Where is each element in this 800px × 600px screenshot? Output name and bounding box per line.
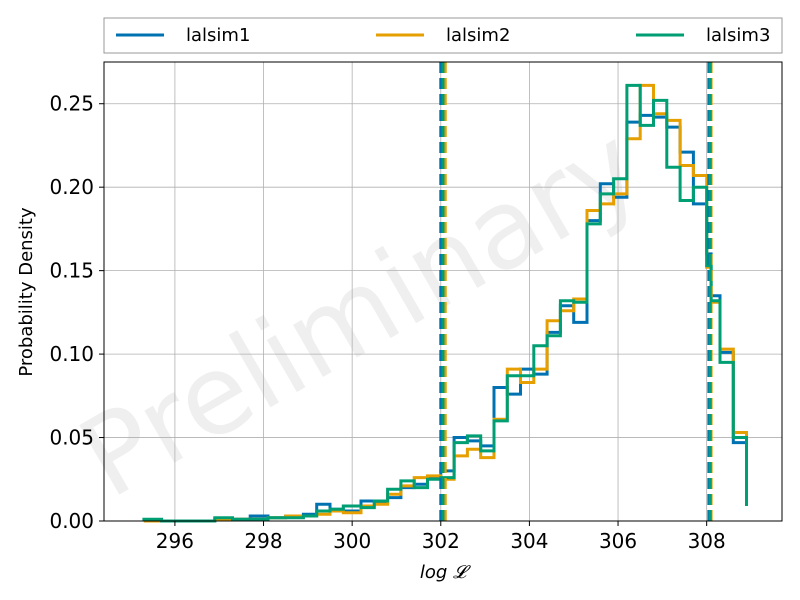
histogram-series-lalsim3 — [142, 83, 748, 523]
legend-label-lalsim3: lalsim3 — [706, 25, 770, 46]
x-tick-label: 302 — [422, 529, 460, 553]
y-tick-label: 0.20 — [49, 175, 94, 199]
vline-layer — [439, 62, 713, 521]
x-tick-label: 300 — [333, 529, 371, 553]
legend: lalsim1 lalsim2 lalsim3 — [103, 17, 783, 54]
y-tick-label: 0.10 — [49, 342, 94, 366]
y-tick-label: 0.25 — [49, 92, 94, 116]
x-axis-label: log 𝓛 — [420, 562, 471, 583]
x-tick-label: 304 — [510, 529, 548, 553]
y-tick-label: 0.00 — [49, 509, 94, 533]
plot-frame — [103, 61, 783, 522]
x-tick-label: 308 — [688, 529, 726, 553]
series-layer — [142, 83, 748, 523]
y-axis-label: Probability Density — [16, 207, 37, 377]
legend-label-lalsim1: lalsim1 — [186, 25, 250, 46]
axis-ticks: 296 298 300 302 304 306 308 0.00 0.05 0.10 0.15 0.2… — [49, 92, 725, 553]
y-tick-label: 0.15 — [49, 259, 94, 283]
x-tick-label: 298 — [244, 529, 282, 553]
legend-label-lalsim2: lalsim2 — [446, 25, 510, 46]
y-tick-label: 0.05 — [49, 426, 94, 450]
x-tick-label: 306 — [599, 529, 637, 553]
x-tick-label: 296 — [156, 529, 194, 553]
